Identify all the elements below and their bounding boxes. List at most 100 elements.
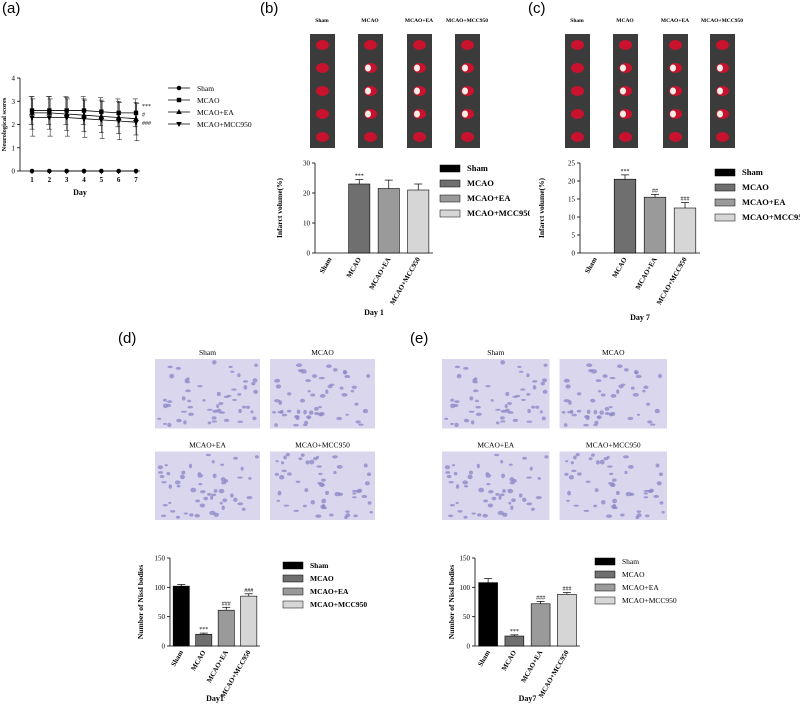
nissl-cell — [596, 415, 602, 420]
nissl-cell — [321, 498, 327, 504]
micrograph-label: MCAO+EA — [477, 441, 514, 450]
nissl-cell — [586, 409, 591, 414]
data-point — [63, 111, 70, 117]
infarct-area — [365, 87, 371, 95]
nissl-cell — [221, 481, 227, 485]
nissl-cell — [593, 423, 598, 427]
nissl-cell — [532, 380, 538, 383]
nissl-cell — [507, 488, 514, 494]
nissl-cell — [310, 500, 316, 505]
infarct-area — [414, 64, 420, 72]
nissl-cell — [616, 389, 620, 394]
nissl-cell — [453, 403, 459, 408]
nissl-cell — [591, 369, 598, 374]
nissl-cell — [577, 392, 582, 396]
brain-slice — [571, 40, 584, 50]
nissl-cell — [166, 400, 173, 403]
legend-label: MCAO+EA — [742, 197, 786, 207]
nissl-cell — [448, 481, 454, 484]
infarct-area — [670, 64, 676, 72]
nissl-cell — [643, 496, 649, 499]
x-axis-title: Day 1 — [364, 308, 384, 317]
nissl-cell — [608, 406, 613, 409]
nissl-cell — [246, 405, 251, 409]
nissl-cell — [612, 498, 617, 504]
nissl-cell — [160, 514, 167, 518]
nissl-cell — [281, 469, 287, 473]
nissl-cell — [446, 474, 452, 479]
y-axis-label: Number of Nissl bodies — [447, 565, 456, 639]
chart-neurological-scores: 0 1 2 3 4 1 2 3 4 5 6 7 Day Neurological scores Sham MC… — [1, 75, 252, 198]
nissl-cell — [634, 369, 638, 375]
nissl-cell — [455, 501, 459, 505]
nissl-cell — [321, 478, 326, 482]
significance-mark: ### — [244, 588, 253, 594]
nissl-cell — [488, 490, 494, 494]
nissl-cell — [240, 466, 244, 471]
x-tick-label: 4 — [82, 176, 86, 184]
nissl-cell — [447, 514, 454, 518]
y-tick-label: 30 — [303, 160, 311, 168]
legend-swatch — [439, 209, 461, 218]
slice-group-label: MCAO+MCC950 — [446, 18, 488, 24]
y-axis-label: Infarct volume(%) — [275, 177, 284, 238]
nissl-cell — [286, 409, 292, 413]
nissl-cell — [211, 360, 217, 365]
nissl-cell — [540, 381, 545, 386]
nissl-cell — [586, 363, 593, 368]
nissl-cell — [518, 370, 524, 373]
nissl-cell — [279, 474, 285, 480]
nissl-cell — [620, 513, 625, 517]
nissl-cell — [647, 420, 653, 424]
nissl-cell — [453, 471, 458, 476]
infarct-area — [717, 64, 723, 72]
nissl-cell — [454, 365, 461, 369]
nissl-cell — [499, 416, 506, 420]
legend-label: MCAO+MCC950 — [742, 212, 800, 222]
nissl-cell — [609, 376, 616, 380]
nissl-cell — [597, 389, 602, 393]
chart-nissl-day1: 0 50 100 150 Number of Nissl bodies Sham *** MC… — [136, 555, 367, 704]
nissl-cell — [610, 393, 617, 398]
nissl-cell — [649, 423, 656, 426]
nissl-cell — [576, 409, 582, 413]
nissl-cell — [610, 411, 616, 416]
y-tick-label: 0 — [467, 643, 471, 651]
legend-marker — [176, 85, 182, 91]
nissl-cell — [167, 422, 172, 428]
nissl-cell — [658, 373, 663, 378]
brain-slice — [669, 40, 682, 50]
nissl-cell — [211, 416, 217, 420]
nissl-cell — [181, 470, 186, 475]
data-point — [98, 113, 105, 119]
panel-label-c: (c) — [528, 0, 546, 17]
data-point — [46, 115, 53, 121]
nissl-cell — [520, 388, 526, 391]
nissl-cell — [216, 404, 220, 408]
nissl-cell — [627, 416, 634, 421]
infarct-area — [717, 87, 723, 95]
brain-slice — [669, 132, 682, 142]
infarct-area — [462, 64, 468, 72]
nissl-cell — [486, 483, 491, 486]
nissl-cell — [661, 510, 665, 514]
nissl-cell — [281, 461, 285, 465]
brain-slice — [413, 132, 426, 142]
legend-marker — [176, 109, 182, 114]
nissl-cell — [450, 504, 455, 507]
nissl-cell — [318, 472, 323, 476]
nissl-cell — [604, 412, 611, 416]
nissl-cell — [334, 491, 341, 497]
nissl-cell — [630, 386, 635, 390]
legend-label: MCAO+MCC950 — [310, 600, 367, 609]
significance-mark: ### — [142, 121, 151, 127]
nissl-cell — [358, 423, 364, 426]
nissl-cell — [454, 422, 459, 428]
nissl-cell — [502, 489, 506, 493]
x-axis-label: Day — [73, 188, 87, 197]
legend-label: MCAO+EA — [310, 587, 349, 596]
micrograph-label: MCAO+EA — [189, 441, 226, 450]
nissl-cell — [526, 502, 533, 506]
y-tick-label: 25 — [568, 160, 576, 168]
nissl-cell — [510, 505, 514, 511]
